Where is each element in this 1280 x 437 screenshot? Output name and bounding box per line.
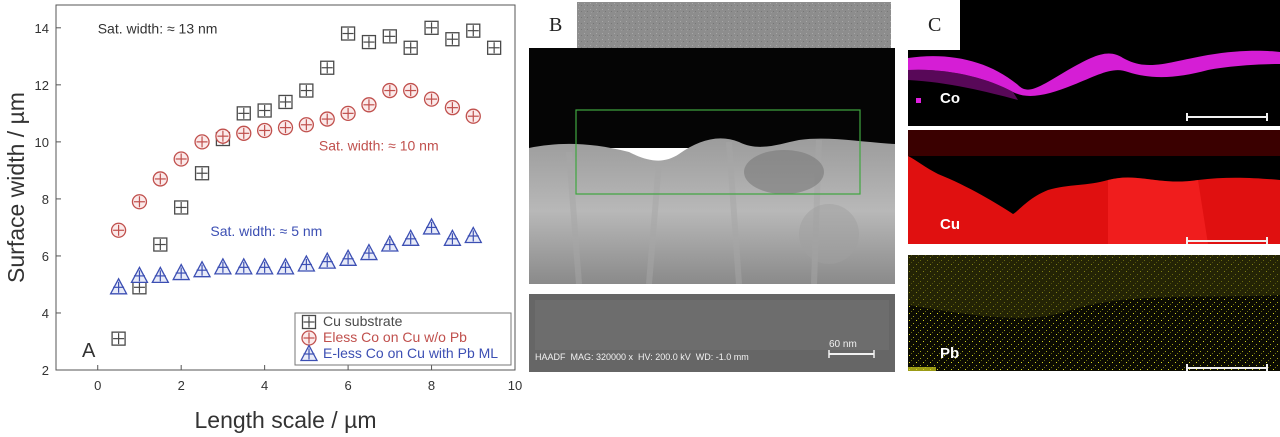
data-point-circleplus xyxy=(444,100,461,116)
data-point-triangleplus xyxy=(130,266,149,284)
data-point-boxplus xyxy=(194,166,210,181)
panel-letter-a: A xyxy=(82,340,96,362)
data-point-triangleplus xyxy=(443,228,462,246)
element-label-pb: Pb xyxy=(940,345,960,362)
haadf-cross-section-panel: B HAADF MAG: 320000 x HV: 200.0 kV WD: -… xyxy=(529,2,895,372)
data-point-circleplus xyxy=(215,128,231,144)
data-point-triangleplus xyxy=(359,243,379,261)
data-point-circleplus xyxy=(256,122,273,139)
data-point-boxplus xyxy=(361,34,377,50)
data-point-triangleplus xyxy=(109,277,128,295)
haadf-info-bar: HAADF MAG: 320000 x HV: 200.0 kV WD: -1.… xyxy=(535,352,749,362)
data-point-circleplus xyxy=(403,82,419,99)
data-point-boxplus xyxy=(445,32,460,47)
data-point-triangleplus xyxy=(213,257,232,275)
saturation-annotation: Sat. width: ≈ 5 nm xyxy=(210,223,322,239)
x-tick-label: 6 xyxy=(344,378,351,393)
haadf-image xyxy=(529,2,895,372)
cu-scale-bar xyxy=(1186,237,1268,244)
x-axis-label: Length scale / µm xyxy=(194,407,376,433)
surface-width-chart: 0 2 4 6 8 10 2 4 6 8 10 12 14 Length scale / µm Surfac… xyxy=(0,0,525,437)
data-point-triangleplus xyxy=(318,251,337,269)
data-point-boxplus xyxy=(111,331,126,346)
data-point-circleplus xyxy=(340,105,356,122)
data-point-boxplus xyxy=(236,106,251,121)
data-point-triangleplus xyxy=(255,257,274,275)
data-point-circleplus xyxy=(152,171,168,187)
legend-entry: E-less Co on Cu with Pb ML xyxy=(323,345,498,361)
data-point-circleplus xyxy=(298,117,315,133)
co-scale-bar xyxy=(1186,113,1268,121)
saturation-annotation: Sat. width: ≈ 10 nm xyxy=(319,137,439,153)
y-tick-label: 10 xyxy=(35,135,49,150)
y-tick-label: 14 xyxy=(35,21,49,36)
legend-marker xyxy=(299,344,319,362)
y-tick-label: 2 xyxy=(42,363,49,378)
data-point-triangleplus xyxy=(339,248,358,266)
legend-box xyxy=(294,312,512,366)
saturation-annotation: Sat. width: ≈ 13 nm xyxy=(98,21,218,37)
plot-frame xyxy=(55,4,516,371)
legend-entry: Cu substrate xyxy=(323,313,403,329)
data-point-triangleplus xyxy=(276,257,295,275)
data-point-triangleplus xyxy=(172,263,191,281)
panel-letter-c: C xyxy=(928,14,942,36)
pb-map: Pb xyxy=(908,255,1280,371)
eds-maps-panel: C Co Cu xyxy=(906,0,1280,376)
data-point-boxplus xyxy=(382,29,397,44)
cu-map: Cu xyxy=(908,130,1280,244)
x-tick-label: 0 xyxy=(94,378,101,393)
co-map: Co xyxy=(908,0,1280,126)
data-point-boxplus xyxy=(278,94,293,110)
data-point-triangleplus xyxy=(422,217,441,235)
data-point-boxplus xyxy=(424,20,439,35)
data-point-circleplus xyxy=(236,125,252,141)
data-point-circleplus xyxy=(110,222,127,238)
data-point-boxplus xyxy=(257,103,272,118)
data-point-boxplus xyxy=(403,40,418,55)
x-tick-label: 2 xyxy=(178,378,185,393)
data-point-boxplus xyxy=(340,26,356,41)
legend-marker xyxy=(301,330,317,346)
data-point-circleplus xyxy=(277,119,294,136)
legend-entry: Eless Co on Cu w/o Pb xyxy=(323,329,467,345)
data-point-triangleplus xyxy=(380,234,399,252)
pb-scale-bar xyxy=(1186,364,1268,371)
panel-letter-b: B xyxy=(549,14,563,36)
data-point-circleplus xyxy=(361,97,377,113)
data-point-boxplus xyxy=(174,200,189,215)
data-point-circleplus xyxy=(131,194,148,210)
data-point-triangleplus xyxy=(234,257,253,275)
y-tick-label: 8 xyxy=(42,192,49,207)
data-point-circleplus xyxy=(319,111,335,127)
data-point-circleplus xyxy=(194,134,210,150)
data-point-boxplus xyxy=(153,237,168,252)
data-point-boxplus xyxy=(299,83,314,98)
chart-canvas: 0 2 4 6 8 10 2 4 6 8 10 12 14 Length scale / µm Surfac… xyxy=(3,4,522,433)
data-point-triangleplus xyxy=(151,266,170,284)
data-point-circleplus xyxy=(382,82,398,99)
scale-bar-label: 60 nm xyxy=(829,339,857,350)
y-tick-label: 4 xyxy=(42,306,49,321)
y-tick-label: 6 xyxy=(42,249,49,264)
data-point-triangleplus xyxy=(192,260,212,278)
x-tick-label: 8 xyxy=(428,378,435,393)
data-point-circleplus xyxy=(173,151,189,167)
data-point-boxplus xyxy=(320,60,335,75)
element-label-co: Co xyxy=(940,90,960,107)
data-point-triangleplus xyxy=(297,254,316,272)
y-axis-label: Surface width / µm xyxy=(3,92,29,283)
data-point-circleplus xyxy=(465,108,481,124)
data-point-triangleplus xyxy=(464,226,483,244)
legend-marker xyxy=(301,314,317,330)
x-tick-label: 10 xyxy=(508,378,522,393)
data-point-boxplus xyxy=(466,23,481,38)
y-tick-label: 12 xyxy=(35,78,49,93)
x-tick-label: 4 xyxy=(261,378,268,393)
data-point-triangleplus xyxy=(401,228,420,246)
data-point-boxplus xyxy=(486,40,502,55)
element-label-cu: Cu xyxy=(940,216,960,233)
data-point-circleplus xyxy=(423,91,440,107)
